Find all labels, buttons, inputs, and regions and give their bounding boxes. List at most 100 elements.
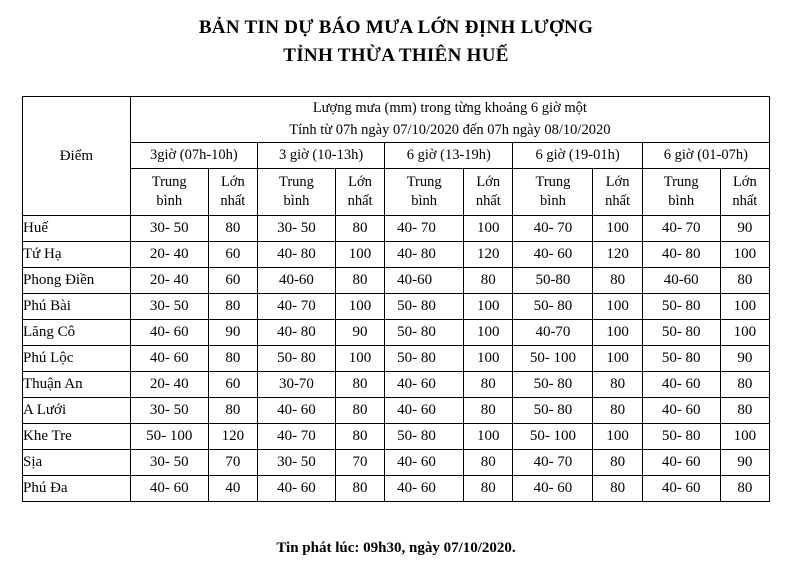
average-value-cell: 50- 80: [512, 371, 594, 398]
average-value-cell: 30- 50: [129, 215, 209, 242]
station-name-cell: A Lưới: [22, 397, 131, 424]
station-name-cell: Phú Bài: [22, 293, 131, 320]
max-value-cell: 90: [334, 319, 386, 346]
average-value-cell: 50- 100: [129, 423, 209, 450]
max-value-cell: 120: [207, 423, 258, 450]
max-value-cell: 80: [334, 371, 386, 398]
sub-line-2: bình: [156, 193, 183, 209]
max-value-cell: 100: [334, 293, 386, 320]
max-value-cell: 100: [463, 319, 514, 346]
max-value-cell: 70: [334, 449, 386, 476]
max-value-cell: 100: [592, 293, 643, 320]
header-sub-average-2: Trung bình: [256, 168, 336, 216]
header-sub-average-3: Trung bình: [384, 168, 465, 216]
table-row: Tứ Hạ 20- 40 60 40- 80 100 40- 80 120 40- 60 120…: [22, 241, 771, 268]
sub-line-1: Lớn: [605, 174, 630, 191]
average-value-cell: 50- 80: [641, 319, 721, 346]
station-name-cell: Thuận An: [22, 371, 131, 398]
average-value-cell: 40-60: [256, 267, 336, 294]
average-value-cell: 30-70: [256, 371, 336, 398]
average-value-cell: 40- 80: [384, 241, 465, 268]
header-sub-max-1: Lớn nhất: [207, 168, 258, 216]
max-value-cell: 80: [207, 345, 258, 372]
max-value-cell: 100: [592, 345, 643, 372]
header-merged-line-1: Lượng mưa (mm) trong từng khoảng 6 giờ m…: [312, 99, 587, 116]
max-value-cell: 90: [719, 215, 771, 242]
max-value-cell: 100: [463, 423, 514, 450]
max-value-cell: 100: [592, 423, 643, 450]
table-row: Phú Lộc 40- 60 80 50- 80 100 50- 80 100 50- 100…: [22, 345, 771, 372]
table-row: Phong Điền 20- 40 60 40-60 80 40-60 80 50-80 80 4…: [22, 267, 771, 294]
max-value-cell: 80: [719, 475, 771, 502]
station-name-cell: Lăng Cô: [22, 319, 131, 346]
table-row: Phú Đa 40- 60 40 40- 60 80 40- 60 80 40- 60 80 40…: [22, 475, 771, 502]
average-value-cell: 30- 50: [256, 215, 336, 242]
average-value-cell: 40- 60: [641, 371, 721, 398]
average-value-cell: 40- 70: [384, 215, 465, 242]
sub-line-1: Lớn: [348, 174, 372, 191]
max-value-cell: 100: [334, 345, 386, 372]
max-value-cell: 100: [719, 293, 771, 320]
max-value-cell: 80: [334, 215, 386, 242]
average-value-cell: 30- 50: [129, 397, 209, 424]
station-name-cell: Huế: [22, 215, 131, 242]
average-value-cell: 50- 100: [512, 345, 594, 372]
average-value-cell: 40- 60: [129, 475, 209, 502]
max-value-cell: 100: [592, 215, 643, 242]
max-value-cell: 80: [719, 371, 771, 398]
station-name-cell: Phong Điền: [22, 267, 131, 294]
average-value-cell: 40- 70: [512, 215, 594, 242]
header-row-periods: 3giờ (07h-10h) 3 giờ (10-13h) 6 giờ (13-…: [23, 142, 771, 169]
table-row: Sịa 30- 50 70 30- 50 70 40- 60 80 40- 70 80 40- 6…: [22, 449, 771, 476]
header-sub-max-2: Lớn nhất: [334, 168, 386, 216]
average-value-cell: 40- 60: [641, 397, 721, 424]
header-sub-average-1: Trung bình: [129, 168, 209, 216]
sub-line-1: Trung: [406, 174, 442, 191]
max-value-cell: 80: [334, 475, 386, 502]
header-period-1: 3giờ (07h-10h): [129, 142, 258, 169]
header-merged-line-2: Tính từ 07h ngày 07/10/2020 đến 07h ngày…: [289, 121, 611, 138]
max-value-cell: 80: [592, 449, 643, 476]
average-value-cell: 50- 80: [512, 293, 594, 320]
page-title-line-1: BẢN TIN DỰ BÁO MƯA LỚN ĐỊNH LƯỢNG: [198, 17, 594, 38]
max-value-cell: 80: [463, 371, 514, 398]
header-point: Điểm: [22, 96, 131, 216]
sub-line-2: bình: [411, 193, 438, 209]
sub-line-1: Trung: [151, 174, 187, 191]
max-value-cell: 80: [592, 267, 643, 294]
header-period-5: 6 giờ (01-07h): [641, 142, 771, 169]
sub-line-2: nhất: [732, 193, 758, 209]
sub-line-1: Trung: [663, 174, 699, 191]
average-value-cell: 40-60: [641, 267, 721, 294]
max-value-cell: 70: [207, 449, 258, 476]
header-sub-average-4: Trung bình: [512, 168, 594, 216]
average-value-cell: 50-80: [512, 267, 594, 294]
average-value-cell: 30- 50: [129, 293, 209, 320]
header-sub-max-3: Lớn nhất: [463, 168, 514, 216]
average-value-cell: 50- 80: [384, 293, 465, 320]
average-value-cell: 50- 80: [384, 319, 465, 346]
average-value-cell: 50- 80: [641, 345, 721, 372]
max-value-cell: 80: [592, 475, 643, 502]
average-value-cell: 50- 100: [512, 423, 594, 450]
average-value-cell: 40- 60: [384, 397, 465, 424]
max-value-cell: 100: [719, 241, 771, 268]
sub-line-2: nhất: [220, 193, 246, 209]
average-value-cell: 40- 80: [256, 241, 336, 268]
header-period-3: 6 giờ (13-19h): [384, 142, 514, 169]
average-value-cell: 50- 80: [384, 345, 465, 372]
average-value-cell: 40- 80: [641, 241, 721, 268]
max-value-cell: 80: [334, 267, 386, 294]
sub-line-2: nhất: [605, 193, 631, 209]
document-titles: BẢN TIN DỰ BÁO MƯA LỚN ĐỊNH LƯỢNG TỈNH T…: [0, 0, 792, 69]
table-row: Phú Bài 30- 50 80 40- 70 100 50- 80 100 50- 80 1…: [22, 293, 771, 320]
average-value-cell: 40- 60: [384, 449, 465, 476]
max-value-cell: 40: [207, 475, 258, 502]
max-value-cell: 100: [463, 345, 514, 372]
max-value-cell: 80: [463, 267, 514, 294]
sub-line-2: nhất: [475, 193, 501, 209]
average-value-cell: 40- 60: [641, 475, 721, 502]
max-value-cell: 100: [592, 319, 643, 346]
max-value-cell: 100: [334, 241, 386, 268]
